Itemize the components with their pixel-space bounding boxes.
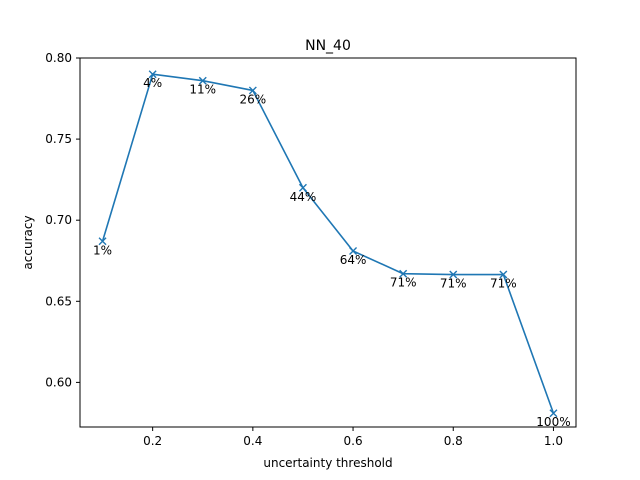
data-point-marker xyxy=(399,269,408,278)
data-point-marker xyxy=(449,270,458,279)
data-point-marker xyxy=(549,409,558,418)
x-tick-label: 1.0 xyxy=(544,434,563,448)
data-point-marker xyxy=(98,237,107,246)
y-tick-label: 0.80 xyxy=(45,51,72,65)
data-point-label: 100% xyxy=(536,415,570,429)
data-point-label: 71% xyxy=(390,276,417,290)
y-axis: 0.60 0.65 0.70 0.75 0.80 xyxy=(45,51,80,389)
data-point-label: 11% xyxy=(189,83,216,97)
data-point-marker xyxy=(148,70,157,79)
x-tick-label: 0.4 xyxy=(243,434,262,448)
y-tick-label: 0.75 xyxy=(45,132,72,146)
plot-area: 1% 4% 11% 26% 44% 64% 71% 71% 71% 100% xyxy=(93,70,571,429)
y-axis-label: accuracy xyxy=(21,215,35,269)
y-tick-label: 0.65 xyxy=(45,294,72,308)
x-tick-label: 0.2 xyxy=(143,434,162,448)
data-point-marker xyxy=(248,86,257,95)
data-point-marker xyxy=(298,183,307,192)
chart-title: NN_40 xyxy=(305,38,351,54)
data-point-marker xyxy=(499,270,508,279)
data-point-label: 1% xyxy=(93,243,112,257)
x-tick-label: 0.6 xyxy=(344,434,363,448)
x-axis-label: uncertainty threshold xyxy=(263,456,392,470)
data-point-label: 71% xyxy=(440,277,467,291)
data-point-marker xyxy=(198,76,207,85)
axes-frame xyxy=(79,57,577,428)
series-line xyxy=(101,73,555,414)
data-point-label: 26% xyxy=(240,92,267,106)
data-point-marker xyxy=(349,247,358,256)
data-point-label: 4% xyxy=(143,76,162,90)
x-tick-label: 0.8 xyxy=(444,434,463,448)
y-tick-label: 0.70 xyxy=(45,213,72,227)
data-point-label: 44% xyxy=(290,190,317,204)
y-tick-label: 0.60 xyxy=(45,375,72,389)
data-point-label: 71% xyxy=(490,277,517,291)
data-point-label: 64% xyxy=(340,253,367,267)
x-axis: 0.2 0.4 0.6 0.8 1.0 xyxy=(143,427,563,448)
